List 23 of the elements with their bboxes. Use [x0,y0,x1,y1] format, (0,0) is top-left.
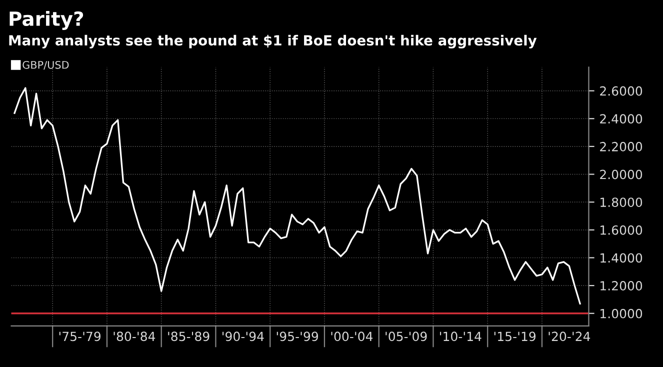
legend-label: GBP/USD [22,60,69,70]
y-tick-label: 1.4000 [600,253,642,263]
x-tick-label: '75-'79 [59,332,101,342]
y-tick-label: 1.0000 [600,308,642,318]
x-tick-label: '85-'89 [168,332,210,342]
x-tick-label: '80-'84 [114,332,156,342]
chart-subtitle: Many analysts see the pound at $1 if BoE doesn't hike aggressively [9,34,537,48]
y-tick-label: 2.2000 [600,142,642,152]
x-tick-label: '00-'04 [331,332,373,342]
y-tick-label: 1.6000 [600,225,642,235]
x-tick-label: '15-'19 [494,332,536,342]
x-tick-label: '20-'24 [548,332,590,342]
chart-title: Parity? [10,11,84,30]
x-tick-label: '95-'99 [276,332,318,342]
line-series [14,87,581,304]
y-tick-label: 1.2000 [600,281,642,290]
y-tick-label: 2.0000 [600,170,642,180]
y-tick-label: 2.6000 [600,86,642,96]
y-tick-label: 2.4000 [600,114,642,124]
x-tick-label: '10-'14 [440,332,482,342]
y-tick-label: 1.8000 [600,198,642,208]
x-tick-label: '05-'09 [386,332,427,342]
x-tick-label: '90-'94 [222,332,264,342]
